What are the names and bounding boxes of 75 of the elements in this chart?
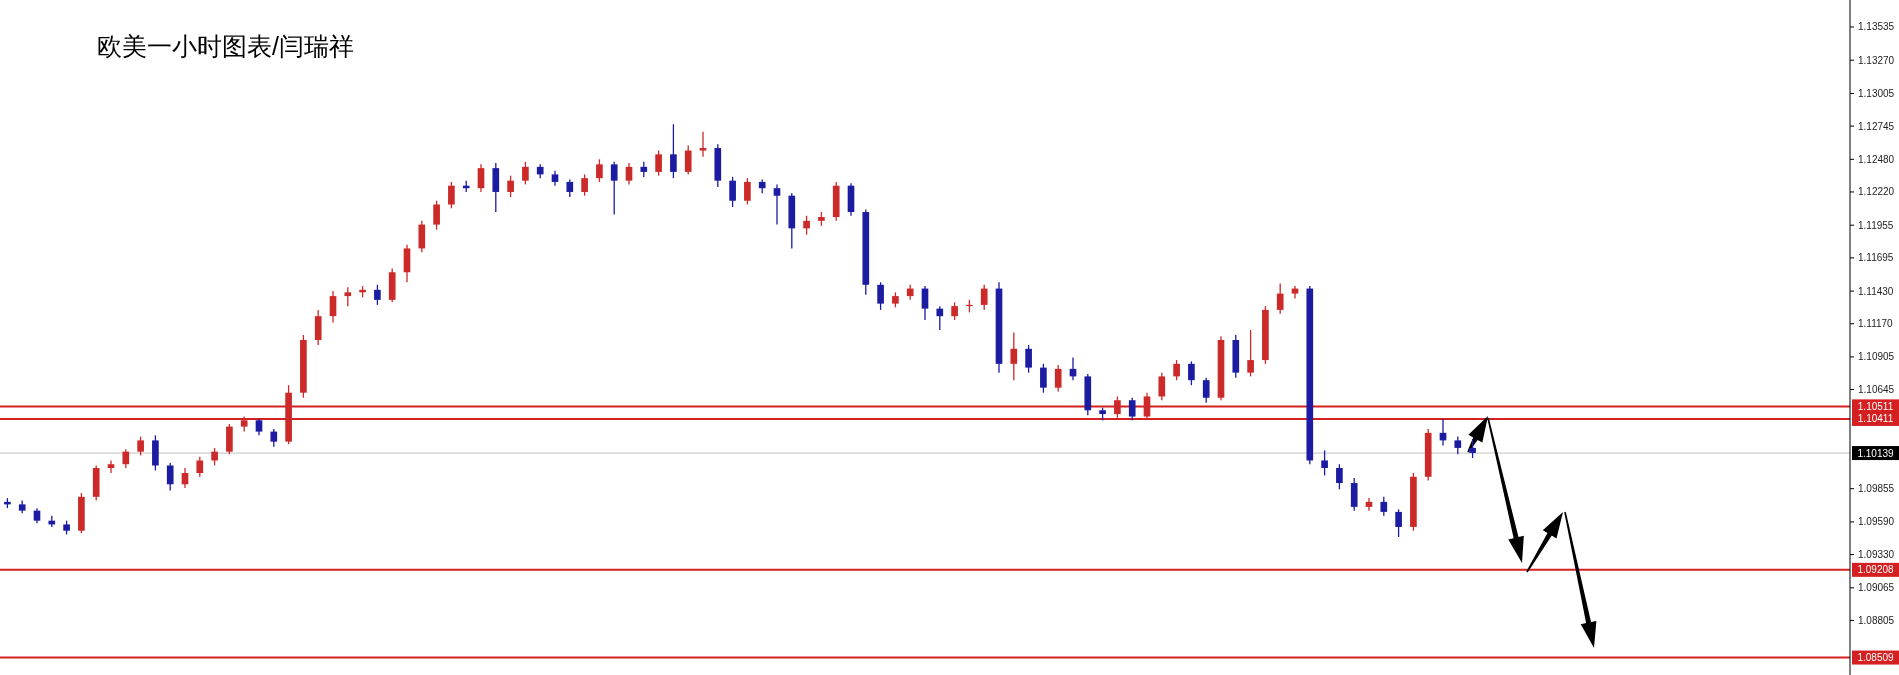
y-tick-label: 1.08805 (1858, 614, 1895, 626)
candlestick (122, 448, 130, 469)
candlestick (980, 284, 988, 311)
candlestick (344, 286, 352, 307)
y-tick-label: 1.10645 (1858, 384, 1895, 396)
y-tick-label: 1.12745 (1858, 120, 1895, 132)
candlestick (625, 162, 633, 186)
y-tick-label: 1.10905 (1858, 351, 1895, 363)
candlestick (492, 162, 500, 213)
candlestick (329, 290, 337, 324)
candlestick (374, 284, 381, 306)
candlestick (670, 123, 677, 179)
candlestick (1395, 508, 1402, 538)
candlestick (699, 131, 707, 158)
ref-line-label: 1.10511 (1857, 400, 1894, 412)
y-tick-label: 1.11955 (1858, 219, 1894, 231)
candlestick (433, 200, 440, 231)
candlestick (921, 285, 929, 321)
candlestick (1158, 371, 1166, 401)
candlestick (314, 309, 322, 346)
candlestick (803, 215, 810, 236)
candlestick (596, 158, 603, 183)
ref-line-label: 1.10139 (1857, 447, 1895, 459)
candlestick (655, 149, 662, 177)
candlestick (729, 176, 736, 208)
candlestick (936, 305, 944, 331)
ref-line-label: 1.08509 (1857, 652, 1895, 664)
y-tick-label: 1.11695 (1858, 252, 1894, 264)
candlestick (1469, 438, 1476, 459)
candlestick (1054, 364, 1062, 393)
candlestick (1291, 285, 1299, 300)
text: 欧美一小时图表/闫瑞祥 (97, 32, 354, 60)
y-tick-label: 1.09065 (1858, 582, 1895, 594)
candlestick (403, 244, 411, 283)
candlestick (1188, 360, 1195, 386)
candlestick (1025, 344, 1032, 374)
candlestick (744, 177, 751, 206)
y-tick-label: 1.09330 (1858, 549, 1895, 561)
candlestick (1380, 496, 1388, 517)
candlestick (610, 161, 618, 216)
ref-line-label: 1.09208 (1857, 564, 1895, 576)
candlestick (684, 144, 692, 176)
candlestick (773, 183, 781, 226)
candlestick (522, 161, 529, 186)
candlestick (107, 459, 115, 474)
candlestick (1040, 363, 1047, 394)
candlestick (166, 462, 174, 492)
candlestick (137, 435, 144, 457)
candlestick (1247, 329, 1254, 378)
ref-line-label: 1.10411 (1857, 413, 1894, 425)
y-tick-label: 1.13270 (1858, 54, 1895, 66)
y-tick-label: 1.12480 (1858, 153, 1895, 165)
candlestick (477, 163, 485, 193)
candlestick (196, 456, 204, 478)
candlestick (1010, 331, 1018, 381)
candlestick (448, 181, 455, 209)
candlestick (418, 220, 426, 253)
candlestick (581, 173, 588, 197)
candlestick (1321, 449, 1328, 477)
candlestick (877, 281, 884, 311)
candlestick (1336, 463, 1343, 490)
y-tick-label: 1.09855 (1858, 483, 1895, 495)
y-tick-label: 1.09590 (1858, 516, 1895, 528)
candlestick (1350, 477, 1358, 512)
y-tick-label: 1.13005 (1858, 87, 1895, 99)
candlestick (1276, 282, 1284, 315)
candlestick (1202, 377, 1210, 404)
y-tick-label: 1.11170 (1858, 318, 1894, 330)
y-tick-label: 1.12220 (1858, 186, 1895, 198)
y-tick-label: 1.13535 (1858, 21, 1895, 33)
candlestick (1173, 359, 1180, 381)
candlestick (1128, 397, 1136, 421)
candlestick (1365, 497, 1373, 512)
candlestick (507, 175, 514, 198)
y-tick-label: 1.11430 (1858, 285, 1894, 297)
